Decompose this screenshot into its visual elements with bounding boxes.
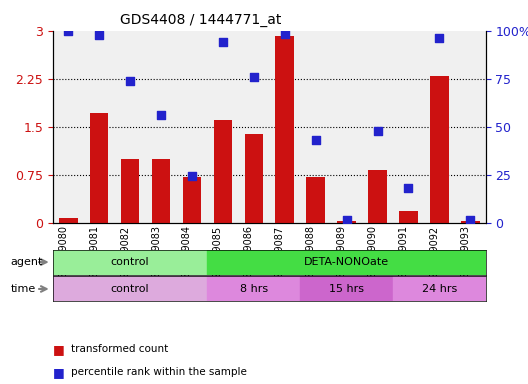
Bar xyxy=(368,170,387,223)
Point xyxy=(435,35,444,41)
Point xyxy=(250,74,258,81)
Point xyxy=(64,28,72,34)
Bar xyxy=(461,221,479,223)
Bar xyxy=(208,250,486,275)
Point xyxy=(280,31,289,37)
Bar xyxy=(208,276,300,301)
Point xyxy=(404,184,413,190)
Text: 15 hrs: 15 hrs xyxy=(329,284,364,294)
Text: control: control xyxy=(111,257,149,267)
Point xyxy=(219,39,227,45)
Text: DETA-NONOate: DETA-NONOate xyxy=(304,257,389,267)
Text: transformed count: transformed count xyxy=(71,344,168,354)
Point xyxy=(312,136,320,142)
Bar xyxy=(393,276,486,301)
Bar xyxy=(59,218,78,223)
Text: time: time xyxy=(11,284,36,294)
Bar xyxy=(300,276,393,301)
Text: GDS4408 / 1444771_at: GDS4408 / 1444771_at xyxy=(120,13,281,27)
Bar xyxy=(399,211,418,223)
Bar xyxy=(183,177,201,223)
Text: 24 hrs: 24 hrs xyxy=(422,284,457,294)
Bar xyxy=(90,113,108,223)
Point xyxy=(373,128,382,134)
Point xyxy=(95,32,103,38)
Bar xyxy=(152,159,171,223)
Point xyxy=(188,173,196,179)
Text: ■: ■ xyxy=(53,343,64,356)
Point xyxy=(126,78,134,84)
Bar xyxy=(337,221,356,223)
Bar xyxy=(214,120,232,223)
Point xyxy=(157,112,165,118)
Bar xyxy=(244,134,263,223)
Bar xyxy=(306,177,325,223)
Text: percentile rank within the sample: percentile rank within the sample xyxy=(71,367,247,377)
Text: agent: agent xyxy=(11,257,43,267)
Bar xyxy=(276,36,294,223)
Bar xyxy=(53,276,208,301)
Text: control: control xyxy=(111,284,149,294)
Text: ■: ■ xyxy=(53,366,64,379)
Point xyxy=(466,217,475,223)
Point xyxy=(342,217,351,223)
Bar xyxy=(53,250,208,275)
Bar xyxy=(121,159,139,223)
Text: 8 hrs: 8 hrs xyxy=(240,284,268,294)
Bar xyxy=(430,76,449,223)
